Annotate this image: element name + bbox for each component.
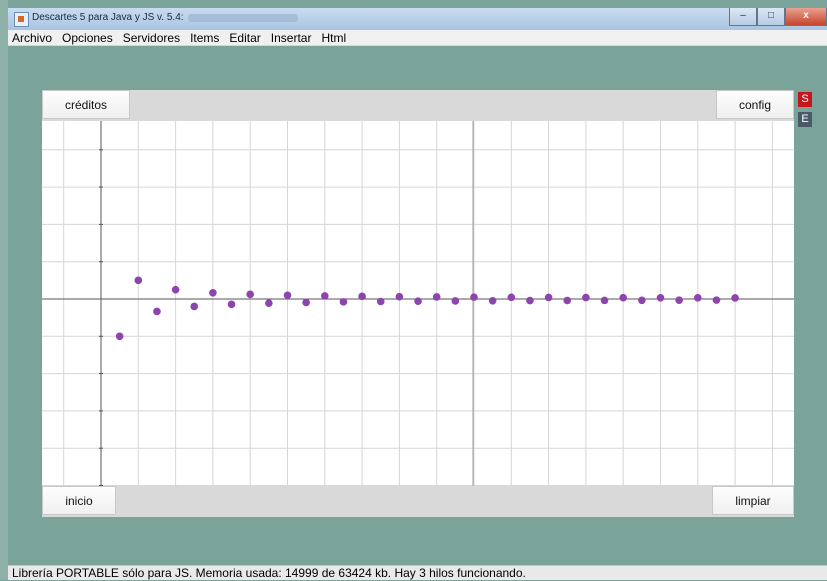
data-point xyxy=(153,307,161,316)
data-point xyxy=(507,293,516,302)
menu-bar: Archivo Opciones Servidores Items Editar… xyxy=(8,30,827,46)
maximize-button[interactable]: □ xyxy=(757,8,785,26)
data-point xyxy=(526,296,534,305)
e-button[interactable]: E xyxy=(798,112,812,127)
data-point xyxy=(656,293,665,302)
menu-editar[interactable]: Editar xyxy=(229,30,261,45)
menu-html[interactable]: Html xyxy=(321,30,347,45)
data-point xyxy=(488,296,497,305)
data-point xyxy=(563,296,572,305)
menu-insertar[interactable]: Insertar xyxy=(270,30,312,45)
data-point xyxy=(302,298,310,307)
limpiar-button[interactable]: limpiar xyxy=(712,486,794,515)
window-controls: – □ x xyxy=(729,8,827,26)
data-point xyxy=(582,293,590,302)
data-point xyxy=(619,293,627,302)
data-point xyxy=(134,276,143,285)
status-bar: Librería PORTABLE sólo para JS. Memoria … xyxy=(8,565,827,580)
title-blur xyxy=(188,14,298,22)
menu-items[interactable]: Items xyxy=(190,30,220,45)
java-app-icon xyxy=(14,12,29,27)
creditos-button[interactable]: créditos xyxy=(42,90,130,119)
data-point xyxy=(190,302,199,311)
config-button[interactable]: config xyxy=(716,90,794,119)
plot-svg xyxy=(42,121,794,486)
data-point xyxy=(246,290,254,299)
s-button[interactable]: S xyxy=(798,92,812,107)
data-point xyxy=(694,294,702,302)
data-point xyxy=(712,296,721,304)
data-point xyxy=(432,293,441,301)
data-point xyxy=(638,296,646,305)
data-point xyxy=(321,292,329,300)
data-point xyxy=(227,300,236,309)
menu-archivo[interactable]: Archivo xyxy=(12,30,53,45)
data-point xyxy=(209,288,217,297)
close-button[interactable]: x xyxy=(785,8,827,26)
grid xyxy=(42,121,794,486)
menu-servidores[interactable]: Servidores xyxy=(122,30,181,45)
data-point xyxy=(171,285,180,294)
inicio-button[interactable]: inicio xyxy=(42,486,116,515)
data-point xyxy=(395,292,404,301)
data-point xyxy=(265,299,273,307)
minimize-button[interactable]: – xyxy=(729,8,757,26)
points xyxy=(115,276,739,341)
window-left-edge xyxy=(0,0,8,580)
data-point xyxy=(115,332,124,341)
data-point xyxy=(600,296,609,305)
window-title: Descartes 5 para Java y JS v. 5.4: xyxy=(32,12,184,23)
top-button-bar: créditos config xyxy=(42,90,794,121)
data-point xyxy=(339,298,348,306)
data-point xyxy=(451,297,460,305)
data-point xyxy=(414,297,422,306)
menu-opciones[interactable]: Opciones xyxy=(62,30,113,45)
title-bar: Descartes 5 para Java y JS v. 5.4: – □ x xyxy=(8,8,827,31)
data-point xyxy=(358,292,366,301)
data-point xyxy=(283,291,292,300)
bottom-button-bar: inicio limpiar xyxy=(42,486,794,517)
plot-area[interactable] xyxy=(42,121,794,486)
data-point xyxy=(675,296,683,304)
data-point xyxy=(470,293,478,301)
data-point xyxy=(544,293,553,302)
data-point xyxy=(376,297,385,306)
data-point xyxy=(731,294,739,302)
